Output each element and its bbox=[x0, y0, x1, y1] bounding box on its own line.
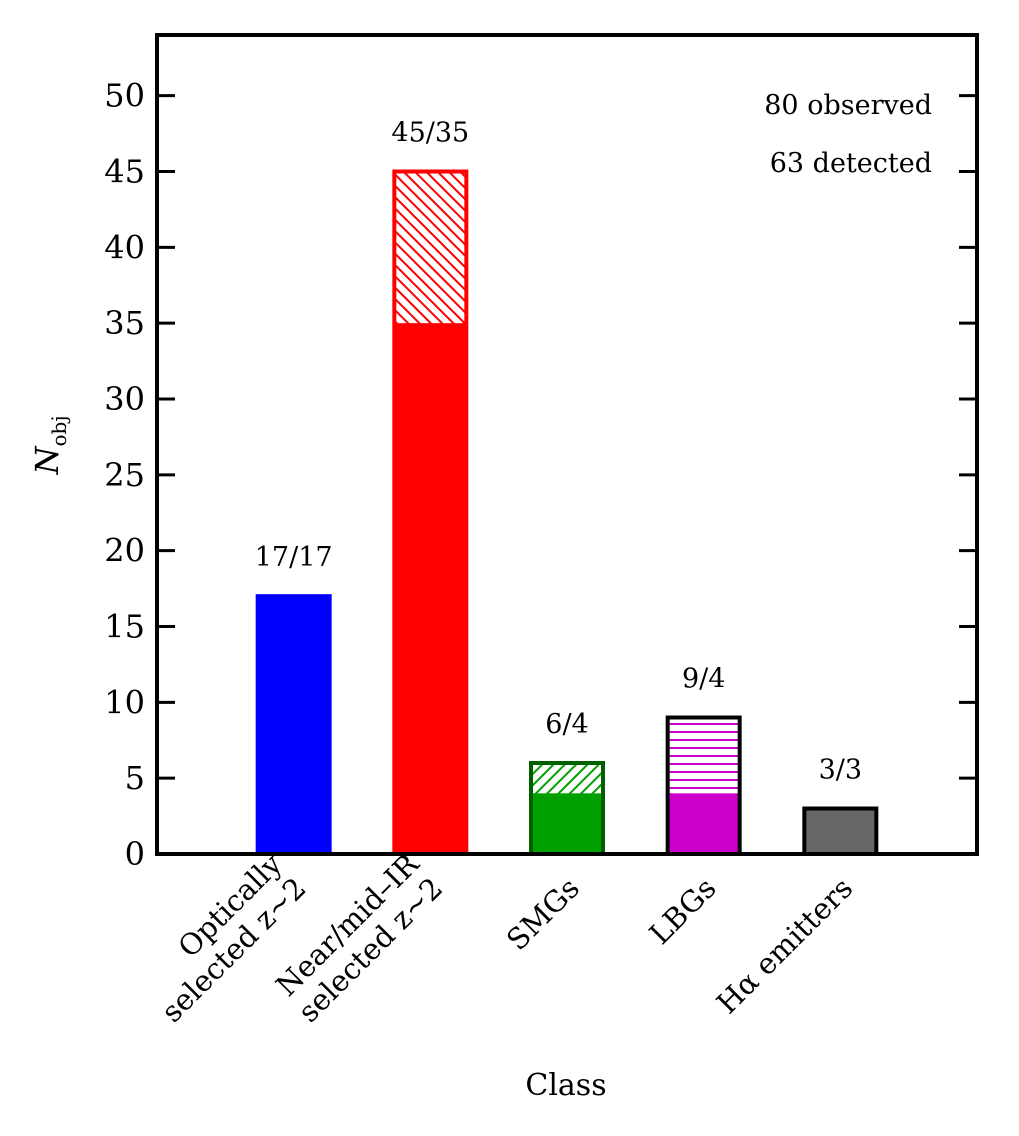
y-tick-label: 15 bbox=[104, 608, 145, 646]
plot-frame bbox=[155, 33, 979, 856]
y-axis-label: Nobj bbox=[28, 415, 71, 475]
y-tick-label: 45 bbox=[104, 153, 145, 191]
annotation: 63 detected bbox=[770, 148, 932, 179]
bar-label: 17/17 bbox=[255, 542, 333, 573]
bar-detected bbox=[394, 323, 467, 855]
x-tick-label: Hα emitters bbox=[710, 871, 859, 1020]
bar-detected bbox=[257, 596, 330, 854]
y-tick-label: 10 bbox=[104, 683, 145, 721]
y-tick-label: 50 bbox=[104, 77, 145, 115]
annotation: 80 observed bbox=[764, 90, 932, 121]
bar-label: 45/35 bbox=[391, 118, 469, 149]
bar-label: 6/4 bbox=[545, 709, 588, 740]
x-tick-label: Near/mid–IRselected z~2 bbox=[267, 846, 450, 1029]
x-tick-label-line: Hα emitters bbox=[710, 871, 859, 1020]
x-tick-label-line: SMGs bbox=[500, 871, 586, 957]
y-axis-label-main: N bbox=[28, 446, 66, 476]
bar-label: 9/4 bbox=[682, 664, 725, 695]
x-axis-label: Class bbox=[525, 1068, 606, 1103]
y-tick-label: 5 bbox=[125, 759, 145, 797]
y-tick-label: 30 bbox=[104, 380, 145, 418]
x-tick-label: LBGs bbox=[643, 871, 723, 951]
bar-detected bbox=[531, 793, 603, 854]
bar-label: 3/3 bbox=[819, 755, 862, 786]
x-tick-label: Opticallyselected z~2 bbox=[131, 846, 313, 1028]
y-axis-label-sub: obj bbox=[47, 415, 71, 446]
y-tick-label: 25 bbox=[104, 456, 145, 494]
bar-detected bbox=[804, 808, 877, 854]
x-tick-label: SMGs bbox=[500, 871, 586, 957]
y-tick-label: 35 bbox=[104, 304, 145, 342]
y-tick-label: 0 bbox=[125, 835, 145, 873]
y-tick-label: 20 bbox=[104, 532, 145, 570]
bar-detected bbox=[667, 793, 740, 854]
x-tick-label-line: LBGs bbox=[643, 871, 723, 951]
y-tick-label: 40 bbox=[104, 228, 145, 266]
